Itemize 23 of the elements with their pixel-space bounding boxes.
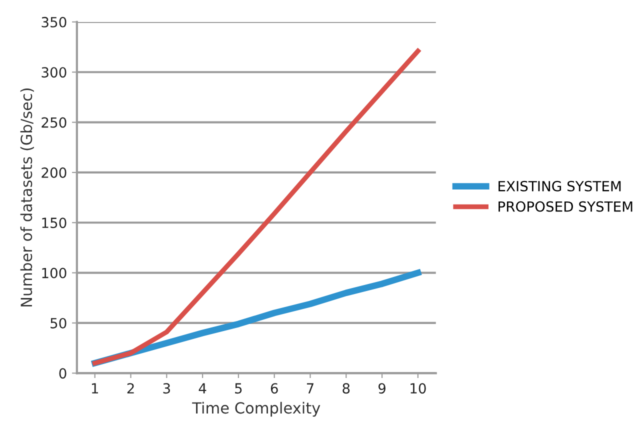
legend-label: PROPOSED SYSTEM	[498, 201, 632, 212]
x-tick-label: 1	[92, 383, 98, 394]
legend-label: EXISTING SYSTEM	[498, 180, 621, 192]
x-axis-title: Time Complexity	[192, 402, 320, 417]
y-tick-label: 250	[42, 117, 66, 128]
y-tick-label: 150	[42, 218, 66, 228]
y-tick-label: 0	[59, 368, 66, 379]
x-tick-label: 5	[235, 383, 242, 394]
y-tick-label: 300	[42, 67, 66, 78]
x-tick-label: 8	[342, 383, 350, 394]
x-tick-label: 10	[410, 383, 426, 394]
line-series	[92, 48, 420, 366]
y-axis-title: Number of datasets (Gb/sec)	[20, 88, 34, 306]
x-tick-label: 9	[378, 383, 386, 394]
y-tick-label: 100	[42, 268, 66, 278]
y-tick-label: 350	[42, 16, 66, 28]
y-tick-label: 200	[42, 167, 66, 178]
x-tick-label: 3	[163, 383, 170, 394]
x-tick-label: 6	[270, 383, 278, 394]
y-tick-label: 50	[50, 318, 66, 328]
x-tick-label: 7	[306, 383, 314, 394]
x-tick-label: 2	[127, 383, 134, 394]
x-tick-label: 4	[198, 383, 206, 394]
